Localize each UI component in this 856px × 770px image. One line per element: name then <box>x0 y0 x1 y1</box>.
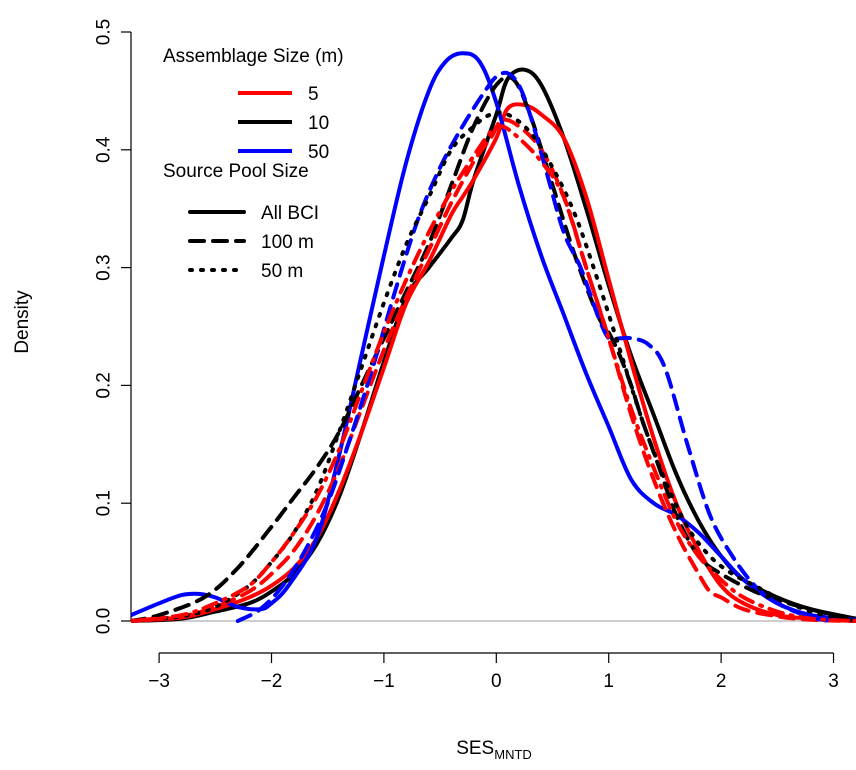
series-5m-100-m <box>131 117 856 623</box>
legend-label-100-m: 100 m <box>261 232 314 253</box>
x-axis-title-main: SES <box>456 738 494 759</box>
y-tick-label: 0.1 <box>94 490 115 516</box>
y-axis-title: Density <box>12 290 33 354</box>
x-tick-label: 3 <box>828 671 839 692</box>
y-tick-label: 0.2 <box>94 372 115 398</box>
series-50m-100-m <box>235 70 836 623</box>
legend-label-5: 5 <box>308 84 319 105</box>
x-tick-label: 1 <box>603 671 614 692</box>
x-tick-label: −2 <box>261 671 283 692</box>
series-5m-50-m <box>131 123 856 623</box>
series-10m-50-m <box>131 110 856 623</box>
legend: Assemblage Size (m) 5 10 50 Source Pool Si… <box>163 46 344 282</box>
legend-label-50: 50 <box>308 142 329 163</box>
legend-assemblage-title: Assemblage Size (m) <box>163 46 344 67</box>
y-tick-label: 0.0 <box>94 608 115 634</box>
y-tick-label: 0.5 <box>94 19 115 45</box>
y-tick-label: 0.3 <box>94 254 115 280</box>
x-tick-label: 0 <box>491 671 502 692</box>
legend-label-10: 10 <box>308 113 329 134</box>
x-tick-label: −1 <box>373 671 395 692</box>
series-layer <box>131 51 856 623</box>
x-tick-label: 2 <box>716 671 727 692</box>
axes: 0.0 0.1 0.2 0.3 0.4 0.5 −3 −2 −1 0 1 2 3 <box>94 19 839 692</box>
legend-label-50-m: 50 m <box>261 261 303 282</box>
series-10m-all-bci <box>131 67 856 623</box>
y-tick-label: 0.4 <box>94 136 115 163</box>
x-axis-title-subscript: MNTD <box>494 747 532 762</box>
series-10m-100-m <box>131 74 856 623</box>
legend-source-title: Source Pool Size <box>163 161 309 182</box>
x-axis-title: SESMNTD <box>456 738 532 762</box>
legend-label-all-bci: All BCI <box>261 203 319 224</box>
series-50m-all-bci <box>131 51 856 622</box>
x-tick-label: −3 <box>148 671 170 692</box>
